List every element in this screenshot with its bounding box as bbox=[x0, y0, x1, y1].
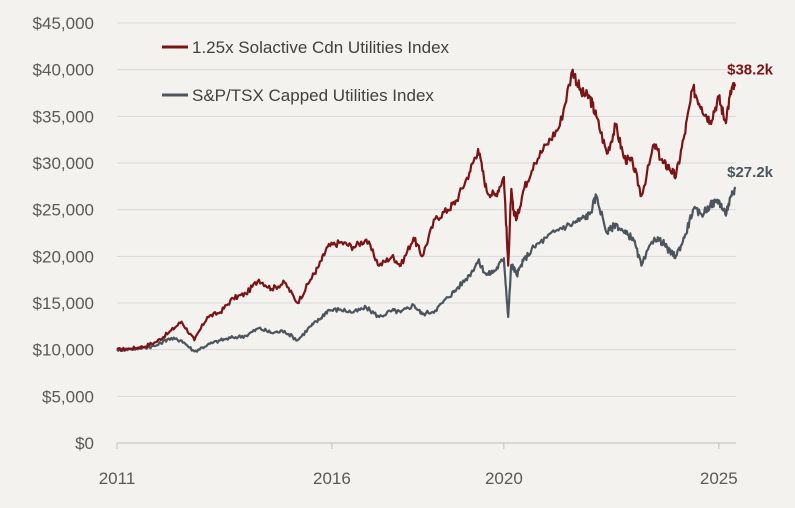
y-tick-label: $10,000 bbox=[33, 341, 94, 360]
x-axis: 2011 2016 2020 2025 bbox=[99, 442, 738, 488]
y-axis: $0 $5,000 $10,000 $15,000 $20,000 $25,000 $30,… bbox=[33, 14, 94, 453]
legend-entry-1: S&P/TSX Capped Utilities Index bbox=[162, 86, 434, 105]
gridlines bbox=[117, 22, 736, 397]
legend-label-solactive: 1.25x Solactive Cdn Utilities Index bbox=[192, 38, 450, 57]
y-tick-label: $35,000 bbox=[33, 107, 94, 126]
legend-label-sptsx: S&P/TSX Capped Utilities Index bbox=[192, 86, 434, 105]
y-tick-label: $20,000 bbox=[33, 247, 94, 266]
series-line-0 bbox=[116, 68, 737, 352]
legend: 1.25x Solactive Cdn Utilities Index S&P/… bbox=[162, 38, 450, 105]
y-tick-label: $5,000 bbox=[42, 387, 94, 406]
x-tick-label: 2016 bbox=[313, 469, 351, 488]
y-tick-label: $25,000 bbox=[33, 201, 94, 220]
series-line-1 bbox=[116, 186, 737, 353]
end-labels: $27.2k $38.2k bbox=[727, 61, 774, 181]
x-tick-label: 2011 bbox=[99, 469, 136, 488]
x-tick-label: 2020 bbox=[485, 469, 523, 488]
series-layer bbox=[116, 68, 737, 353]
y-tick-label: $30,000 bbox=[33, 154, 94, 173]
legend-entry-0: 1.25x Solactive Cdn Utilities Index bbox=[162, 38, 450, 57]
y-tick-label: $0 bbox=[75, 434, 94, 453]
end-label-1: $27.2k bbox=[727, 164, 774, 181]
y-tick-label: $45,000 bbox=[33, 14, 94, 33]
y-tick-label: $40,000 bbox=[33, 61, 94, 80]
end-label-0: $38.2k bbox=[727, 61, 774, 78]
y-tick-label: $15,000 bbox=[33, 294, 94, 313]
x-tick-label: 2025 bbox=[700, 469, 738, 488]
